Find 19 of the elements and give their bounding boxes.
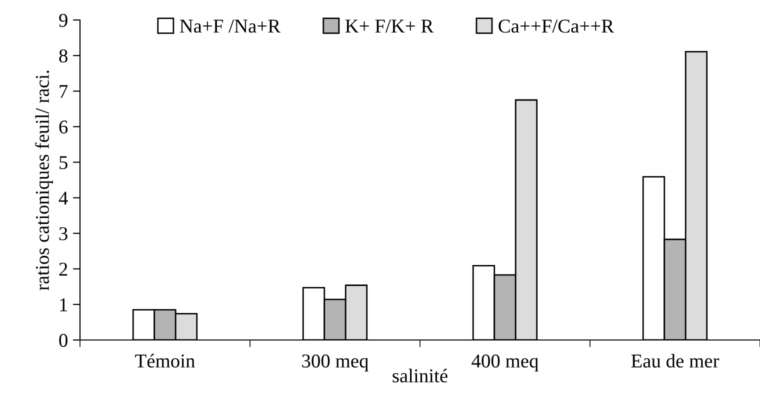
legend-label: Ca++F/Ca++R [498, 20, 614, 33]
x-tick-label: Témoin [135, 354, 195, 368]
x-tick-label: Eau de mer [631, 354, 720, 368]
x-axis-title: salinité [392, 368, 448, 382]
y-tick-label: 3 [59, 227, 68, 240]
y-tick-label: 2 [59, 262, 68, 276]
y-tick-label: 6 [59, 120, 68, 134]
y-tick-label: 9 [59, 14, 68, 27]
y-axis-title: ratios cationiques feuil/ raci. [35, 70, 53, 290]
x-tick-label: 300 meq [302, 354, 368, 372]
legend-label: Na+F /Na+R [180, 20, 281, 33]
y-tick-label: 5 [60, 156, 68, 170]
y-tick-label: 1 [60, 298, 68, 312]
y-tick-label: 4 [58, 192, 68, 205]
y-tick-label: 7 [60, 85, 68, 98]
y-tick-label: 8 [59, 49, 68, 62]
x-tick-label: 400 meq [472, 354, 538, 372]
legend-label: K+ F/K+ R [345, 20, 434, 33]
y-tick-label: 0 [59, 334, 68, 347]
